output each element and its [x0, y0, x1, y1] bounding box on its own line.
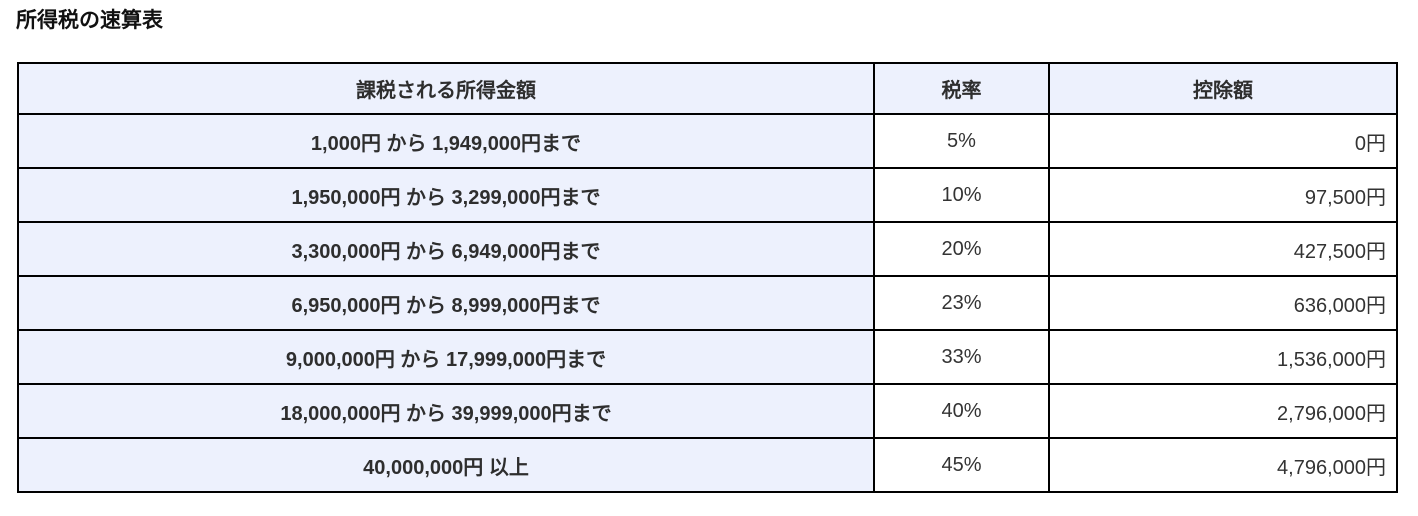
page-title: 所得税の速算表 [16, 9, 163, 32]
table-row: 6,950,000円 から 8,999,000円まで 23% 636,000円 [17, 275, 1398, 331]
deduction-cell: 4,796,000円 [1048, 437, 1398, 493]
table-row: 3,300,000円 から 6,949,000円まで 20% 427,500円 [17, 221, 1398, 277]
income-range-cell: 1,000円 から 1,949,000円まで [17, 113, 875, 169]
income-range-cell: 6,950,000円 から 8,999,000円まで [17, 275, 875, 331]
table-row: 40,000,000円 以上 45% 4,796,000円 [17, 437, 1398, 493]
tax-rate-cell: 5% [873, 113, 1050, 169]
income-range-cell: 18,000,000円 から 39,999,000円まで [17, 383, 875, 439]
deduction-cell: 0円 [1048, 113, 1398, 169]
tax-rate-cell: 10% [873, 167, 1050, 223]
deduction-cell: 1,536,000円 [1048, 329, 1398, 385]
tax-rate-cell: 45% [873, 437, 1050, 493]
income-range-cell: 9,000,000円 から 17,999,000円まで [17, 329, 875, 385]
header-deduction: 控除額 [1048, 62, 1398, 115]
deduction-cell: 2,796,000円 [1048, 383, 1398, 439]
income-range-cell: 3,300,000円 から 6,949,000円まで [17, 221, 875, 277]
income-range-cell: 40,000,000円 以上 [17, 437, 875, 493]
table-row: 18,000,000円 から 39,999,000円まで 40% 2,796,0… [17, 383, 1398, 439]
table-header-row: 課税される所得金額 税率 控除額 [17, 62, 1398, 115]
table-row: 1,000円 から 1,949,000円まで 5% 0円 [17, 113, 1398, 169]
tax-rate-cell: 23% [873, 275, 1050, 331]
deduction-cell: 97,500円 [1048, 167, 1398, 223]
header-income-range: 課税される所得金額 [17, 62, 875, 115]
income-tax-table: 課税される所得金額 税率 控除額 1,000円 から 1,949,000円まで … [17, 62, 1398, 493]
header-tax-rate: 税率 [873, 62, 1050, 115]
income-range-cell: 1,950,000円 から 3,299,000円まで [17, 167, 875, 223]
tax-rate-cell: 33% [873, 329, 1050, 385]
deduction-cell: 636,000円 [1048, 275, 1398, 331]
tax-rate-cell: 40% [873, 383, 1050, 439]
table-row: 1,950,000円 から 3,299,000円まで 10% 97,500円 [17, 167, 1398, 223]
deduction-cell: 427,500円 [1048, 221, 1398, 277]
table-row: 9,000,000円 から 17,999,000円まで 33% 1,536,00… [17, 329, 1398, 385]
tax-rate-cell: 20% [873, 221, 1050, 277]
